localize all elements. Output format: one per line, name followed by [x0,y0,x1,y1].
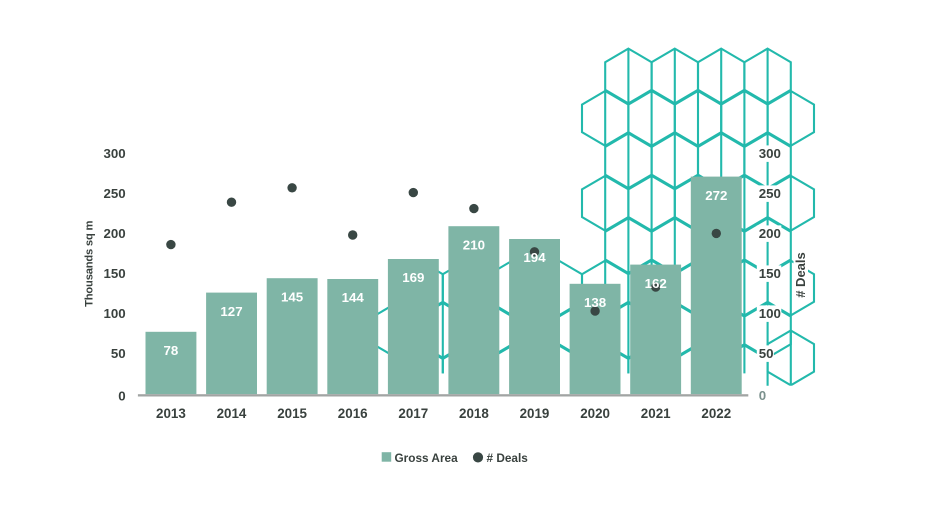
svg-text:100: 100 [759,306,781,321]
svg-text:# Deals: # Deals [487,451,529,465]
svg-text:138: 138 [584,295,606,310]
svg-text:2017: 2017 [398,406,428,421]
svg-text:127: 127 [220,304,242,319]
svg-text:2014: 2014 [217,406,247,421]
svg-text:272: 272 [705,188,727,203]
svg-text:Gross Area: Gross Area [395,451,459,465]
svg-text:50: 50 [759,346,774,361]
svg-text:150: 150 [104,266,126,281]
svg-text:2019: 2019 [520,406,550,421]
svg-text:250: 250 [104,186,126,201]
svg-text:2018: 2018 [459,406,489,421]
svg-text:150: 150 [759,266,781,281]
svg-text:2020: 2020 [580,406,610,421]
svg-text:50: 50 [111,346,126,361]
svg-text:200: 200 [104,226,126,241]
svg-text:250: 250 [759,186,781,201]
svg-text:210: 210 [463,237,485,252]
svg-text:200: 200 [759,226,781,241]
svg-text:300: 300 [759,146,781,161]
svg-text:162: 162 [645,276,667,291]
svg-text:2016: 2016 [338,406,368,421]
svg-text:194: 194 [523,250,546,265]
svg-text:2013: 2013 [156,406,186,421]
svg-text:# Deals: # Deals [793,252,808,298]
svg-text:0: 0 [118,389,125,404]
svg-text:169: 169 [402,270,424,285]
svg-text:300: 300 [104,146,126,161]
svg-text:2021: 2021 [641,406,671,421]
svg-text:144: 144 [342,290,365,305]
svg-text:2015: 2015 [277,406,307,421]
svg-text:2022: 2022 [701,406,731,421]
svg-text:Thousands sq m: Thousands sq m [84,221,96,307]
svg-text:0: 0 [759,388,766,403]
svg-text:100: 100 [104,306,126,321]
svg-text:145: 145 [281,289,304,304]
svg-text:78: 78 [164,343,179,358]
